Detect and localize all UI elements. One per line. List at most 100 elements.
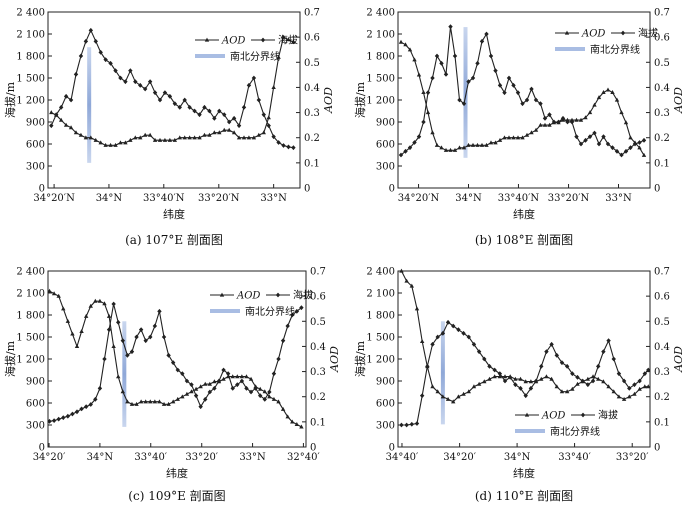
aod-point xyxy=(456,394,461,399)
aod-point xyxy=(172,137,178,142)
aod-point xyxy=(212,379,217,384)
y-tick-label: 0 xyxy=(39,443,45,454)
elevation-point xyxy=(83,38,89,44)
aod-point xyxy=(488,140,494,145)
chart-panel-1: 0 300 600 900 1 200 1 500 1 800 2 100 2 400 0 0.1 0… xyxy=(3,8,335,248)
aod-point xyxy=(596,95,602,100)
elevation-point xyxy=(192,108,197,114)
elevation-point xyxy=(605,141,611,147)
elevation-point xyxy=(175,367,180,373)
elevation-point xyxy=(299,305,304,311)
aod-point xyxy=(407,47,413,52)
y2-tick-label: 0.4 xyxy=(310,342,326,353)
y2-tick-label: 0.6 xyxy=(304,33,320,44)
y-tick-label: 1 800 xyxy=(366,52,395,63)
elevation-point xyxy=(592,130,597,136)
y-tick-label: 1 500 xyxy=(366,74,395,85)
legend-boundary-swatch xyxy=(210,309,240,313)
aod-point xyxy=(435,389,440,394)
elevation-series-line xyxy=(49,303,302,422)
elevation-point xyxy=(456,327,461,333)
elevation-point xyxy=(439,60,444,66)
aod-point xyxy=(58,117,64,122)
elevation-point xyxy=(466,79,471,85)
elevation-point xyxy=(610,145,615,151)
elevation-point xyxy=(167,93,173,99)
x-tick-label: 34°N xyxy=(455,193,482,204)
y2-tick-label: 0.1 xyxy=(310,417,326,428)
y-tick-label: 900 xyxy=(376,377,395,388)
aod-point xyxy=(559,389,565,394)
y-tick-label: 2 100 xyxy=(16,30,45,41)
elevation-point xyxy=(106,327,112,333)
elevation-point xyxy=(267,389,272,395)
aod-point xyxy=(475,142,480,147)
aod-point xyxy=(61,306,66,311)
aod-point xyxy=(271,85,276,90)
aod-point xyxy=(152,399,158,404)
elevation-point xyxy=(556,119,561,125)
x-axis-label: 纬度 xyxy=(513,207,535,221)
elevation-point xyxy=(538,101,543,107)
aod-point xyxy=(497,137,503,142)
aod-point xyxy=(221,376,226,381)
elevation-point xyxy=(68,97,74,103)
legend-boundary-swatch xyxy=(555,47,585,51)
aod-point xyxy=(574,117,579,122)
aod-point xyxy=(592,102,597,107)
elevation-point xyxy=(476,349,482,355)
elevation-point xyxy=(294,308,300,314)
y-tick-label: 2 100 xyxy=(366,30,395,41)
elevation-point xyxy=(416,134,422,140)
x-tick-label: 33°N xyxy=(239,452,266,463)
panel-caption: (d) 110°E 剖面图 xyxy=(475,489,573,503)
y-axis-label: 海拔/m xyxy=(3,340,17,377)
elevation-point xyxy=(170,360,176,366)
elevation-point xyxy=(157,97,163,103)
x-tick-label: 34°20′N xyxy=(33,193,75,204)
aod-point xyxy=(549,376,554,381)
aod-point xyxy=(167,137,173,142)
aod-point xyxy=(513,376,518,381)
elevation-point xyxy=(632,141,638,147)
aod-point xyxy=(542,122,548,127)
y-tick-label: 600 xyxy=(376,399,395,410)
y-tick-label: 1 800 xyxy=(366,311,395,322)
y2-tick-label: 0.1 xyxy=(654,158,670,169)
elevation-point xyxy=(65,413,71,419)
elevation-point xyxy=(83,404,89,410)
aod-point xyxy=(487,376,492,381)
legend-elevation-label: 海拔 xyxy=(293,289,313,302)
elevation-point xyxy=(246,82,252,88)
aod-point xyxy=(198,384,203,389)
elevation-point xyxy=(533,378,539,384)
y2-tick-label: 0.2 xyxy=(654,133,670,144)
x-tick-label: 33°40′ xyxy=(134,452,167,463)
y-tick-label: 0 xyxy=(39,184,45,195)
elevation-point xyxy=(152,90,158,96)
aod-point xyxy=(502,374,508,379)
elevation-point xyxy=(103,57,108,63)
elevation-point xyxy=(207,108,212,114)
x-tick-label: 33°20′N xyxy=(548,193,590,204)
aod-point xyxy=(113,142,118,147)
aod-point xyxy=(138,399,144,404)
aod-point xyxy=(554,384,559,389)
aod-point xyxy=(466,142,471,147)
elevation-point xyxy=(70,411,75,417)
legend-aod-label: AOD xyxy=(221,36,245,47)
aod-point xyxy=(616,394,622,399)
y-tick-label: 1 500 xyxy=(16,74,45,85)
elevation-point xyxy=(73,71,79,77)
elevation-point xyxy=(152,323,158,329)
x-axis-label: 纬度 xyxy=(163,207,185,221)
elevation-point xyxy=(221,367,226,373)
aod-point xyxy=(73,130,79,135)
elevation-point xyxy=(138,327,144,333)
elevation-point xyxy=(212,385,217,391)
elevation-point xyxy=(231,115,237,121)
elevation-point xyxy=(399,422,404,428)
aod-point xyxy=(111,344,116,349)
aod-point xyxy=(116,374,121,379)
elevation-point xyxy=(230,385,235,391)
